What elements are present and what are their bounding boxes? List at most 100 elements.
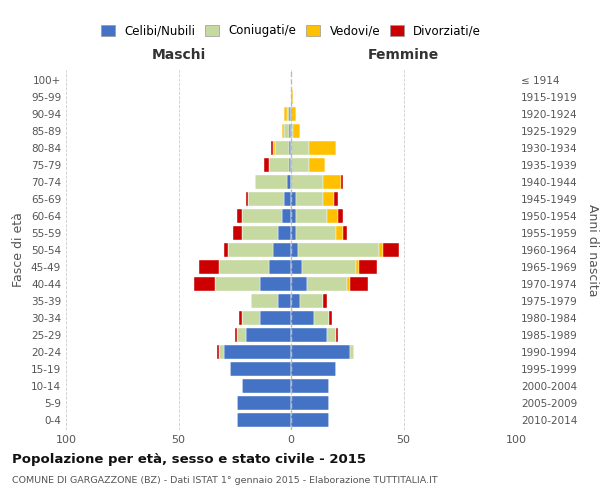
Bar <box>291 175 323 189</box>
Bar <box>323 175 341 189</box>
Bar <box>237 396 291 410</box>
Bar <box>260 311 291 325</box>
Bar <box>291 243 298 257</box>
Bar <box>248 192 284 206</box>
Bar <box>235 328 237 342</box>
Bar <box>287 175 291 189</box>
Bar <box>296 192 323 206</box>
Bar <box>291 90 293 104</box>
Bar <box>291 328 327 342</box>
Bar <box>273 141 275 155</box>
Bar <box>215 277 260 291</box>
Bar <box>296 226 336 240</box>
Bar <box>246 328 291 342</box>
Bar <box>291 362 336 376</box>
Bar <box>291 226 296 240</box>
Legend: Celibi/Nubili, Coniugati/e, Vedovi/e, Divorziati/e: Celibi/Nubili, Coniugati/e, Vedovi/e, Di… <box>98 22 484 40</box>
Bar <box>264 158 269 172</box>
Bar <box>284 124 289 138</box>
Bar <box>291 209 296 223</box>
Bar <box>241 311 260 325</box>
Bar <box>323 294 327 308</box>
Text: Popolazione per età, sesso e stato civile - 2015: Popolazione per età, sesso e stato civil… <box>12 452 366 466</box>
Text: Femmine: Femmine <box>368 48 439 62</box>
Y-axis label: Fasce di età: Fasce di età <box>13 212 25 288</box>
Text: Maschi: Maschi <box>151 48 206 62</box>
Bar <box>359 260 377 274</box>
Bar <box>233 226 241 240</box>
Bar <box>347 277 349 291</box>
Bar <box>223 345 291 359</box>
Bar <box>383 243 399 257</box>
Bar <box>230 362 291 376</box>
Bar <box>298 243 379 257</box>
Bar <box>237 328 246 342</box>
Bar <box>289 158 291 172</box>
Bar <box>241 209 282 223</box>
Bar <box>291 124 293 138</box>
Bar <box>314 311 329 325</box>
Bar <box>237 209 241 223</box>
Bar <box>296 209 327 223</box>
Bar <box>291 260 302 274</box>
Bar <box>309 141 336 155</box>
Bar <box>251 294 277 308</box>
Bar <box>289 107 291 121</box>
Bar <box>336 328 338 342</box>
Bar <box>246 192 248 206</box>
Y-axis label: Anni di nascita: Anni di nascita <box>586 204 599 296</box>
Bar <box>302 260 356 274</box>
Bar <box>219 345 223 359</box>
Bar <box>336 226 343 240</box>
Bar <box>338 209 343 223</box>
Bar <box>327 209 338 223</box>
Bar <box>228 243 273 257</box>
Bar <box>255 175 287 189</box>
Bar <box>199 260 219 274</box>
Bar <box>273 243 291 257</box>
Bar <box>334 192 338 206</box>
Bar <box>307 277 347 291</box>
Bar <box>287 107 289 121</box>
Bar <box>282 124 284 138</box>
Bar <box>349 277 367 291</box>
Bar <box>269 260 291 274</box>
Bar <box>277 226 291 240</box>
Bar <box>329 311 331 325</box>
Bar <box>241 379 291 393</box>
Bar <box>289 141 291 155</box>
Bar <box>291 413 329 427</box>
Bar <box>323 192 334 206</box>
Bar <box>282 209 291 223</box>
Bar <box>291 107 296 121</box>
Bar <box>260 277 291 291</box>
Bar <box>284 192 291 206</box>
Bar <box>277 294 291 308</box>
Bar <box>291 294 300 308</box>
Bar <box>343 226 347 240</box>
Bar <box>289 124 291 138</box>
Bar <box>241 226 277 240</box>
Bar <box>291 141 309 155</box>
Bar <box>291 158 309 172</box>
Bar <box>341 175 343 189</box>
Bar <box>275 141 289 155</box>
Bar <box>356 260 359 274</box>
Bar <box>219 260 269 274</box>
Bar <box>284 107 287 121</box>
Bar <box>291 311 314 325</box>
Bar <box>293 124 300 138</box>
Bar <box>291 192 296 206</box>
Bar <box>349 345 354 359</box>
Bar <box>239 311 241 325</box>
Bar <box>194 277 215 291</box>
Text: COMUNE DI GARGAZZONE (BZ) - Dati ISTAT 1° gennaio 2015 - Elaborazione TUTTITALIA: COMUNE DI GARGAZZONE (BZ) - Dati ISTAT 1… <box>12 476 437 485</box>
Bar <box>223 243 228 257</box>
Bar <box>291 379 329 393</box>
Bar <box>300 294 323 308</box>
Bar <box>291 396 329 410</box>
Bar <box>237 413 291 427</box>
Bar <box>309 158 325 172</box>
Bar <box>379 243 383 257</box>
Bar <box>327 328 336 342</box>
